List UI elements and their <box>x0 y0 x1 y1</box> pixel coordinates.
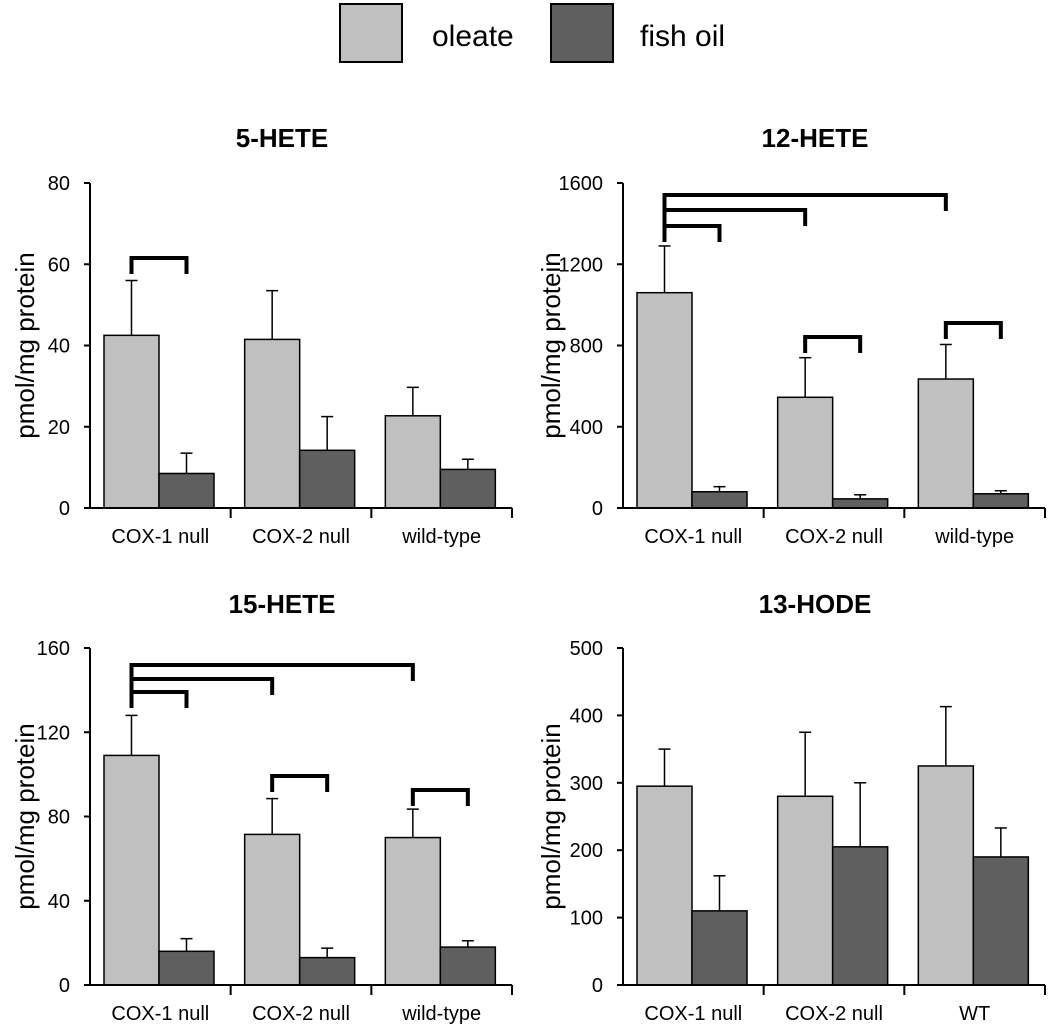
bar-oleate-cox-1-null <box>636 291 693 509</box>
bar-oleate-cox-2-null <box>243 833 301 986</box>
chart-title: 13-HODE <box>759 589 872 619</box>
legend-swatch-oleate <box>339 3 403 63</box>
y-tick-label: 100 <box>570 908 603 930</box>
x-tick-label: COX-2 null <box>252 526 350 548</box>
chart-title: 15-HETE <box>229 589 336 619</box>
chart-title: 12-HETE <box>762 123 869 153</box>
chart-panel-15-hete: 15-HETE pmol/mg protein 0 40 80 120 160 COX-1 n… <box>10 589 513 1025</box>
chart-panel-12-hete: 12-HETE pmol/mg protein 0 400 800 1200 1600 COX… <box>536 123 1046 548</box>
bar-oleate-wt <box>917 765 975 986</box>
y-tick-label: 1200 <box>559 254 604 276</box>
y-tick-label: 80 <box>48 173 70 195</box>
bar-fish-oil-cox-2-null <box>298 956 356 986</box>
significance-bracket <box>129 256 189 274</box>
chart-title: 5-HETE <box>236 123 328 153</box>
x-tick-label: COX-1 null <box>644 526 742 548</box>
x-tick-label: COX-1 null <box>111 526 209 548</box>
bar-fish-oil-cox-1-null <box>691 491 748 509</box>
significance-bracket <box>943 321 1003 339</box>
y-tick-label: 40 <box>48 891 70 913</box>
x-tick-label: wild-type <box>401 1003 481 1025</box>
y-tick-label: 60 <box>48 254 70 276</box>
y-tick-label: 0 <box>592 498 603 520</box>
y-tick-label: 0 <box>592 975 603 997</box>
significance-bracket <box>662 224 722 242</box>
legend: oleate fish oil <box>339 3 725 63</box>
bar-oleate-wild-type <box>384 415 442 509</box>
bar-fish-oil-cox-2-null <box>298 449 356 509</box>
y-tick-label: 0 <box>59 975 70 997</box>
bar-fish-oil-cox-2-null <box>831 846 889 986</box>
bar-oleate-cox-2-null <box>776 795 834 986</box>
y-tick-label: 400 <box>570 705 603 727</box>
x-tick-label: COX-2 null <box>785 526 883 548</box>
bar-fish-oil-wild-type <box>972 493 1030 509</box>
y-tick-label: 0 <box>59 498 70 520</box>
legend-label-fish-oil: fish oil <box>640 20 725 53</box>
y-tick-label: 20 <box>48 417 70 439</box>
y-tick-label: 40 <box>48 336 70 358</box>
bar-fish-oil-cox-1-null <box>158 472 215 509</box>
legend-label-oleate: oleate <box>432 20 514 53</box>
legend-swatch-fish-oil <box>550 3 614 63</box>
significance-bracket <box>129 663 415 681</box>
x-tick-label: COX-1 null <box>644 1003 742 1025</box>
chart-panel-13-hode: 13-HODE pmol/mg protein 0 100 200 300 400 500 CO… <box>536 589 1046 1025</box>
bar-fish-oil-wild-type <box>439 468 497 509</box>
y-tick-label: 80 <box>48 807 70 829</box>
y-tick-label: 300 <box>570 773 603 795</box>
significance-bracket <box>662 193 948 211</box>
chart-panel-5-hete: 5-HETE pmol/mg protein 0 20 40 60 80 COX-1 null… <box>10 123 513 548</box>
significance-bracket <box>662 208 808 226</box>
bar-fish-oil-cox-2-null <box>831 498 889 509</box>
significance-bracket <box>803 335 863 353</box>
bar-fish-oil-wild-type <box>439 946 497 986</box>
y-axis-label: pmol/mg protein <box>536 252 566 438</box>
bar-oleate-cox-1-null <box>103 754 160 986</box>
bar-oleate-cox-1-null <box>636 785 693 986</box>
x-tick-label: WT <box>959 1003 990 1025</box>
significance-bracket <box>410 788 470 806</box>
y-tick-label: 400 <box>570 417 603 439</box>
bar-oleate-wild-type <box>917 378 975 509</box>
bar-oleate-cox-1-null <box>103 334 160 509</box>
y-axis-label: pmol/mg protein <box>10 252 40 438</box>
bar-oleate-wild-type <box>384 836 442 986</box>
y-tick-label: 800 <box>570 336 603 358</box>
y-tick-label: 160 <box>37 638 70 660</box>
x-tick-label: COX-2 null <box>785 1003 883 1025</box>
significance-bracket <box>129 677 275 695</box>
x-tick-label: wild-type <box>401 526 481 548</box>
y-tick-label: 500 <box>570 638 603 660</box>
bar-fish-oil-cox-1-null <box>158 950 215 986</box>
y-tick-label: 200 <box>570 840 603 862</box>
chart-panels: 5-HETE pmol/mg protein 0 20 40 60 80 COX-1 null… <box>10 123 1046 1025</box>
x-tick-label: COX-2 null <box>252 1003 350 1025</box>
y-tick-label: 120 <box>37 722 70 744</box>
y-axis-label: pmol/mg protein <box>536 723 566 909</box>
y-axis-label: pmol/mg protein <box>10 723 40 909</box>
x-tick-label: wild-type <box>934 526 1014 548</box>
bar-oleate-cox-2-null <box>243 338 301 509</box>
bar-oleate-cox-2-null <box>776 396 834 509</box>
bar-fish-oil-cox-1-null <box>691 910 748 986</box>
y-tick-label: 1600 <box>559 173 604 195</box>
significance-bracket <box>129 690 189 708</box>
x-tick-label: COX-1 null <box>111 1003 209 1025</box>
significance-bracket <box>270 774 330 792</box>
bar-fish-oil-wt <box>972 856 1030 986</box>
